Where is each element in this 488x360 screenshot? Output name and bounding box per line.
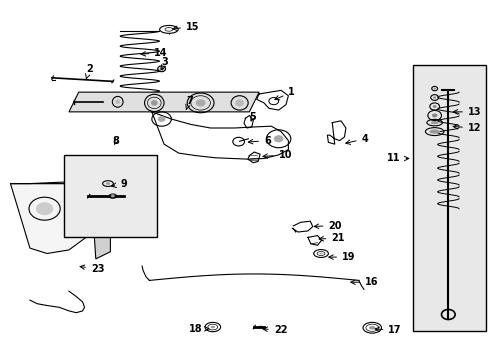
Circle shape <box>36 202 53 215</box>
Text: 1: 1 <box>274 87 295 100</box>
Bar <box>412 65 485 330</box>
Ellipse shape <box>430 121 438 124</box>
Circle shape <box>432 88 435 89</box>
Text: 23: 23 <box>80 264 104 274</box>
Ellipse shape <box>428 130 439 134</box>
Polygon shape <box>10 184 98 253</box>
Polygon shape <box>69 92 259 112</box>
Text: 13: 13 <box>452 107 480 117</box>
Polygon shape <box>91 173 110 259</box>
Text: 5: 5 <box>249 112 256 122</box>
Text: 18: 18 <box>188 324 208 334</box>
Text: 2: 2 <box>85 64 93 79</box>
Circle shape <box>273 135 283 142</box>
Ellipse shape <box>368 326 375 329</box>
Circle shape <box>431 113 436 117</box>
Text: 20: 20 <box>314 221 341 230</box>
Text: 17: 17 <box>374 325 401 335</box>
Circle shape <box>158 116 165 122</box>
Ellipse shape <box>235 99 244 107</box>
Ellipse shape <box>111 195 115 197</box>
Polygon shape <box>10 173 110 184</box>
Bar <box>64 155 157 237</box>
Text: 12: 12 <box>452 123 480 133</box>
Ellipse shape <box>195 99 205 107</box>
Text: 8: 8 <box>113 136 120 145</box>
Text: 14: 14 <box>141 48 167 58</box>
Ellipse shape <box>160 68 163 70</box>
Text: 21: 21 <box>318 233 344 243</box>
Text: 4: 4 <box>345 134 367 144</box>
Circle shape <box>432 96 435 99</box>
Text: 11: 11 <box>386 153 408 163</box>
Text: 19: 19 <box>328 252 355 262</box>
Text: 6: 6 <box>248 136 270 145</box>
Ellipse shape <box>151 100 158 106</box>
Text: 16: 16 <box>350 277 378 287</box>
Circle shape <box>432 105 436 108</box>
Text: 3: 3 <box>161 57 168 70</box>
Text: 10: 10 <box>263 150 291 160</box>
Ellipse shape <box>319 253 322 255</box>
Ellipse shape <box>258 325 263 328</box>
Text: 15: 15 <box>172 22 199 32</box>
Ellipse shape <box>105 182 110 185</box>
Text: 22: 22 <box>263 325 286 335</box>
Ellipse shape <box>115 99 120 104</box>
Ellipse shape <box>210 326 215 328</box>
Text: 9: 9 <box>111 179 127 189</box>
Text: 7: 7 <box>185 96 192 109</box>
